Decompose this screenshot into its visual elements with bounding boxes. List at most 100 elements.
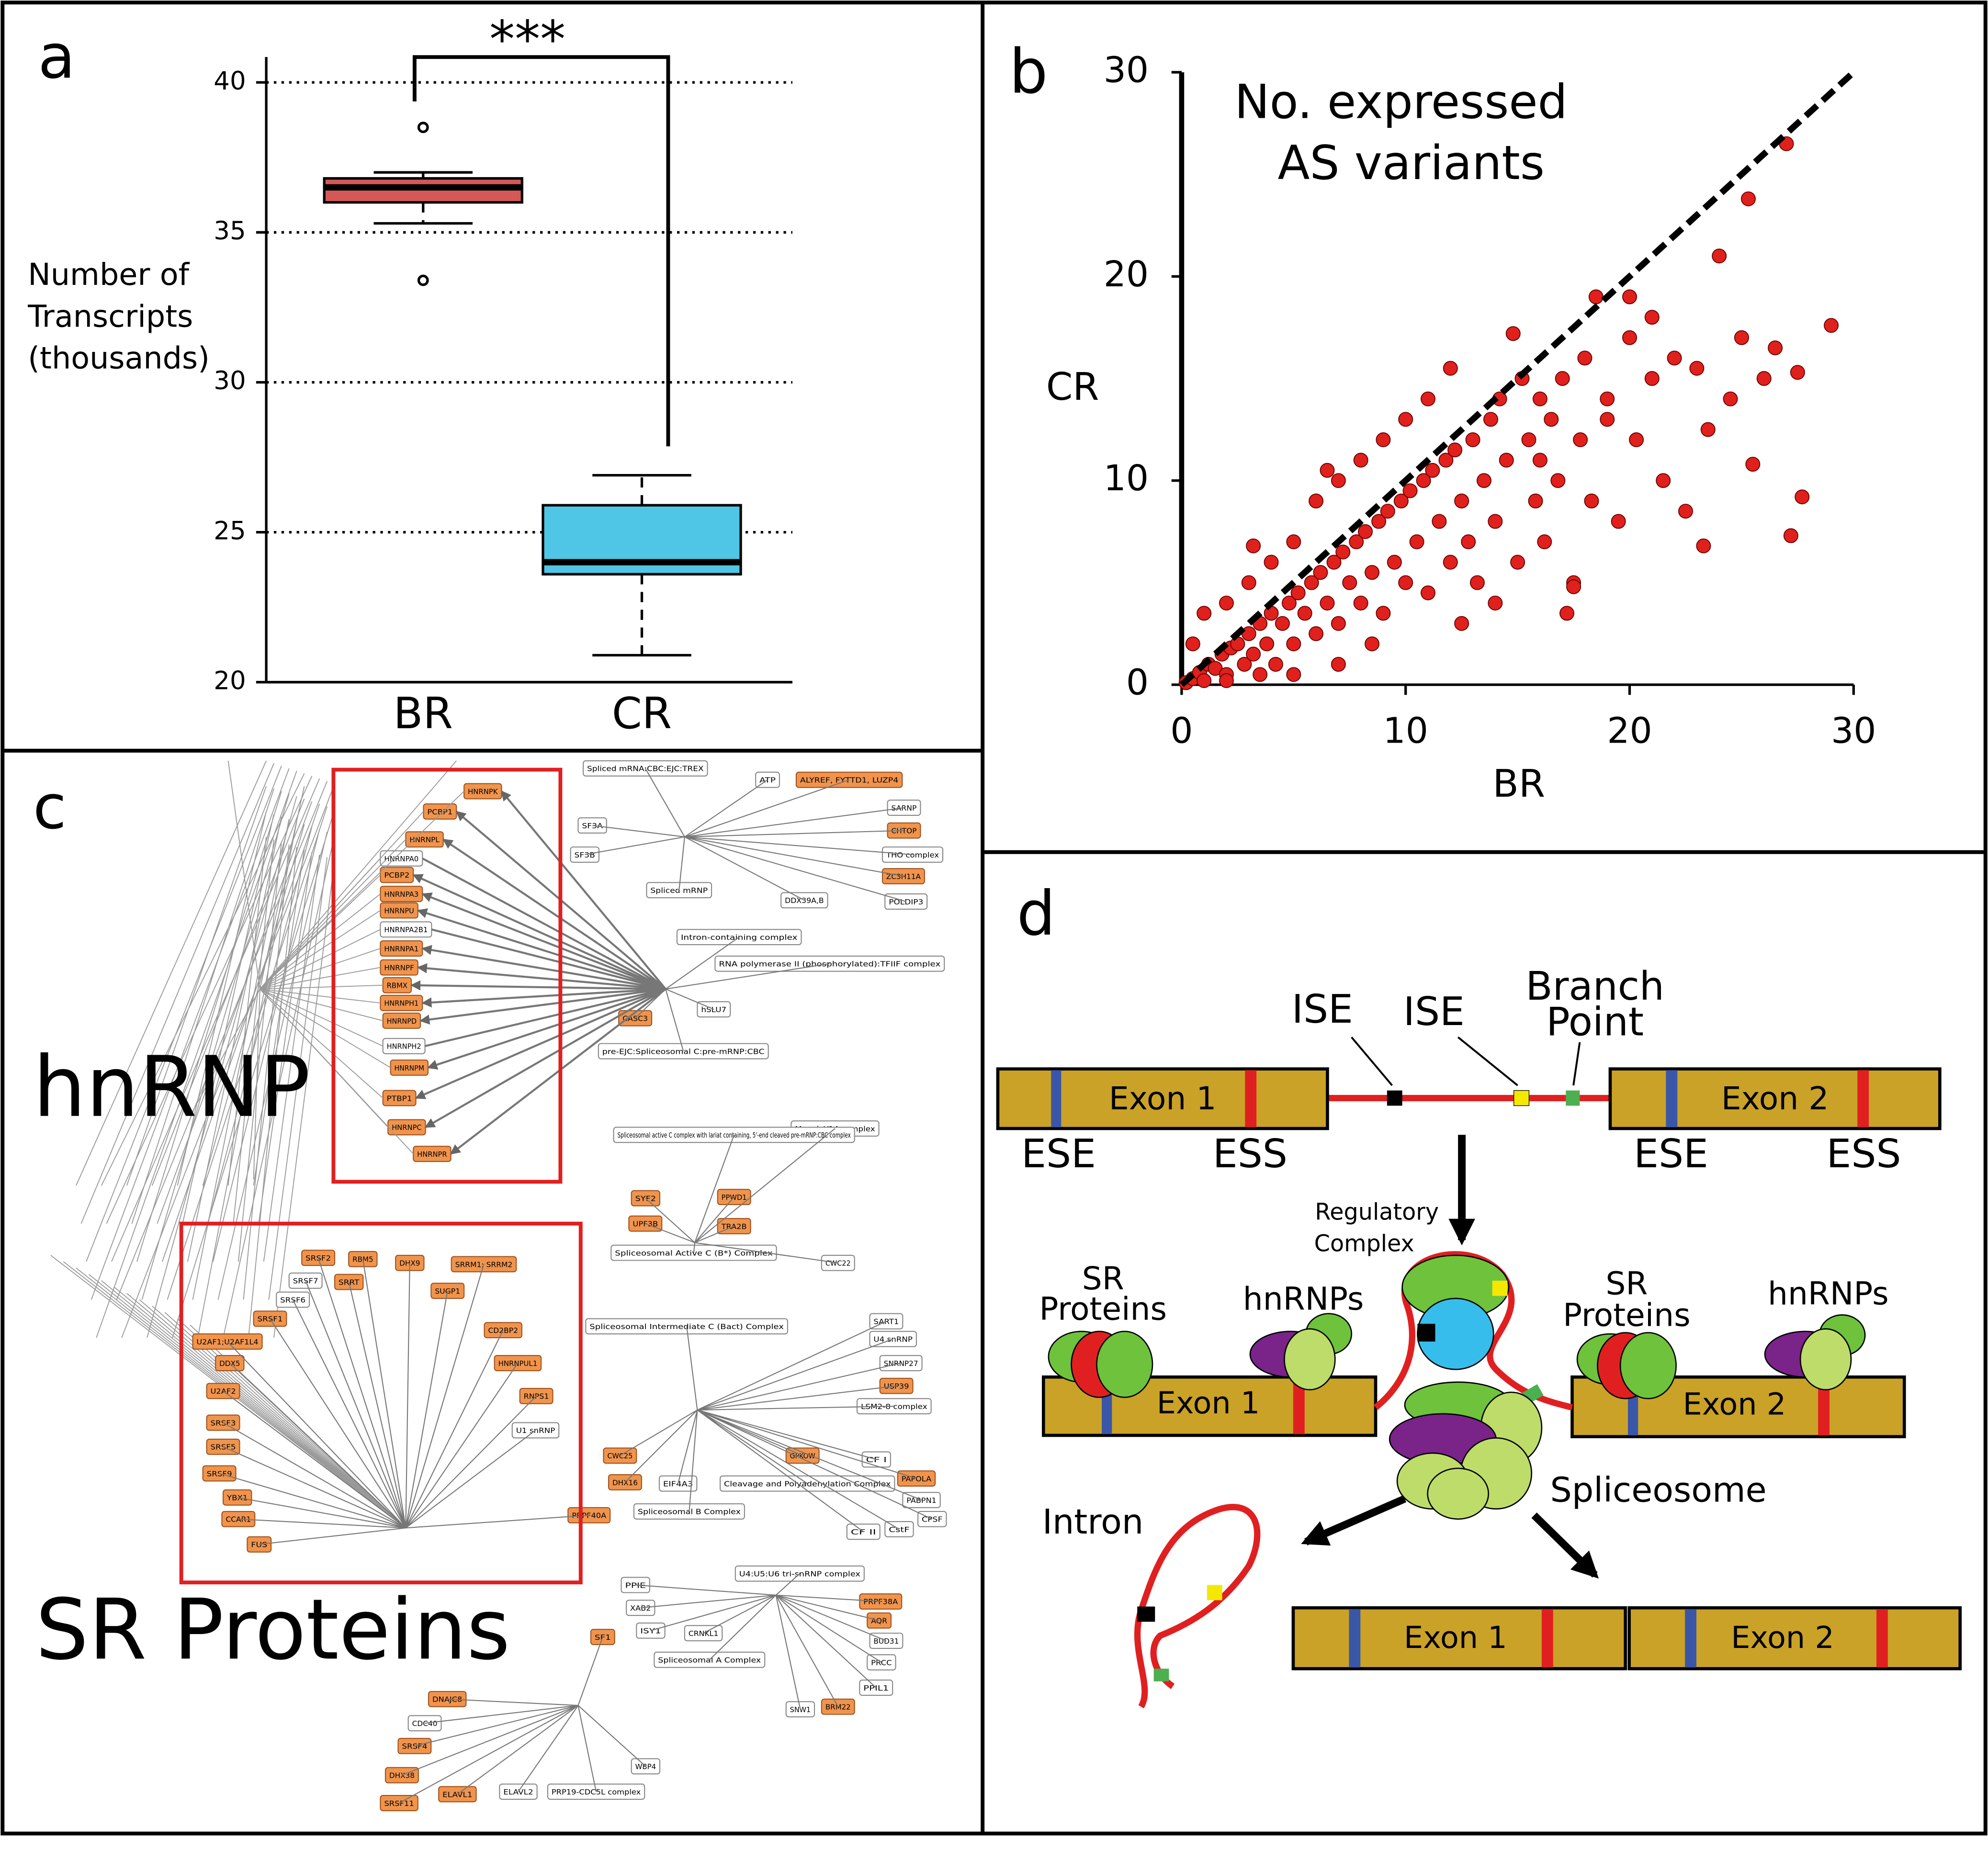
ess-site — [1293, 1378, 1305, 1434]
point — [1454, 493, 1469, 508]
y-tick-label: 30 — [1104, 49, 1149, 90]
point — [1656, 473, 1671, 488]
point — [1566, 579, 1581, 594]
edge — [694, 1242, 838, 1263]
point — [1353, 596, 1368, 611]
edge — [457, 1705, 579, 1795]
point — [1309, 493, 1324, 508]
point — [1795, 489, 1810, 505]
pathway-node-label: PAPOLA — [902, 1475, 932, 1483]
edge — [76, 1267, 406, 1529]
edge — [223, 834, 335, 1338]
point — [1331, 473, 1346, 488]
pathway-node-label: HNRNPA2B1 — [384, 925, 428, 934]
edge — [620, 1410, 698, 1456]
edge — [697, 1410, 808, 1484]
ise-site — [1417, 1323, 1435, 1342]
point — [1342, 575, 1357, 590]
splicing-diagram: ISE ISE Branch Point Exon 1 Exon 2 ESE E… — [996, 964, 1962, 1709]
x-tick-label: 30 — [1831, 710, 1876, 751]
edge — [227, 760, 260, 989]
edge — [260, 988, 383, 1021]
ese-site — [1051, 1070, 1062, 1128]
edge — [412, 874, 666, 990]
edge — [405, 1363, 519, 1528]
group-label: hnRNP — [33, 1039, 310, 1136]
point — [1320, 596, 1335, 611]
edge — [684, 779, 849, 837]
ese-site — [1685, 1609, 1696, 1668]
edge — [292, 1299, 407, 1528]
protein — [1619, 1332, 1677, 1399]
edge — [253, 849, 305, 1186]
point — [1644, 371, 1660, 386]
edge — [697, 1410, 864, 1533]
edge — [697, 1410, 933, 1520]
point — [1398, 412, 1413, 427]
edge — [425, 988, 666, 1047]
point — [1600, 391, 1615, 406]
x-tick-label: CR — [612, 688, 672, 739]
label: Complex — [1314, 1231, 1414, 1257]
edge — [260, 910, 381, 990]
point — [1393, 493, 1409, 508]
exon — [1608, 1067, 1942, 1130]
point — [1734, 330, 1749, 345]
edge — [139, 1299, 406, 1529]
edge — [177, 811, 267, 1186]
point — [1740, 191, 1756, 206]
edge — [263, 854, 320, 1262]
leader — [1351, 1037, 1393, 1086]
edge — [260, 988, 391, 1068]
point — [1584, 493, 1599, 508]
point — [1824, 318, 1839, 333]
y-tick-label: 25 — [214, 516, 246, 545]
edge — [684, 836, 904, 877]
chart-title: AS variants — [1277, 136, 1544, 191]
edge — [233, 839, 274, 1224]
edge — [650, 1594, 776, 1631]
point — [1600, 412, 1615, 427]
edge — [259, 1527, 406, 1545]
edge — [141, 793, 290, 1300]
edge — [577, 1705, 597, 1792]
pathway-node-label: SF3B — [575, 851, 595, 859]
point — [1461, 534, 1476, 550]
edge — [90, 768, 290, 1300]
edge — [697, 1410, 922, 1501]
edge — [694, 1226, 734, 1243]
edge — [405, 1264, 485, 1528]
pathway-node-label: DHX16 — [612, 1478, 638, 1487]
label: Regulatory — [1315, 1199, 1439, 1226]
point — [1376, 432, 1391, 447]
point — [1320, 462, 1335, 478]
point — [1622, 289, 1638, 305]
point — [1313, 565, 1328, 580]
leader — [1457, 1036, 1518, 1086]
point — [1358, 524, 1373, 539]
point — [1402, 483, 1418, 498]
point — [1380, 504, 1395, 519]
edge — [260, 893, 381, 990]
edge — [88, 1274, 406, 1529]
x-tick-label: BR — [394, 688, 453, 739]
edge — [405, 1290, 448, 1528]
y-tick-label: 40 — [214, 67, 246, 96]
edge — [172, 809, 335, 1338]
edge — [640, 1594, 776, 1609]
edge — [776, 1594, 880, 1621]
point — [1532, 452, 1547, 468]
outlier — [417, 122, 429, 134]
edge — [421, 945, 666, 990]
edge — [101, 1280, 406, 1529]
x-tick-label: 20 — [1607, 710, 1652, 751]
y-tick-label: 10 — [1104, 458, 1149, 499]
edge — [421, 892, 666, 990]
protein — [1096, 1331, 1153, 1398]
edge — [223, 1390, 406, 1529]
pathway-node-label: SRSF11 — [384, 1799, 414, 1808]
pathway-node-label: ELAVL2 — [503, 1788, 533, 1796]
point — [1309, 626, 1324, 642]
point — [1208, 661, 1223, 676]
ese-site — [1349, 1609, 1361, 1668]
